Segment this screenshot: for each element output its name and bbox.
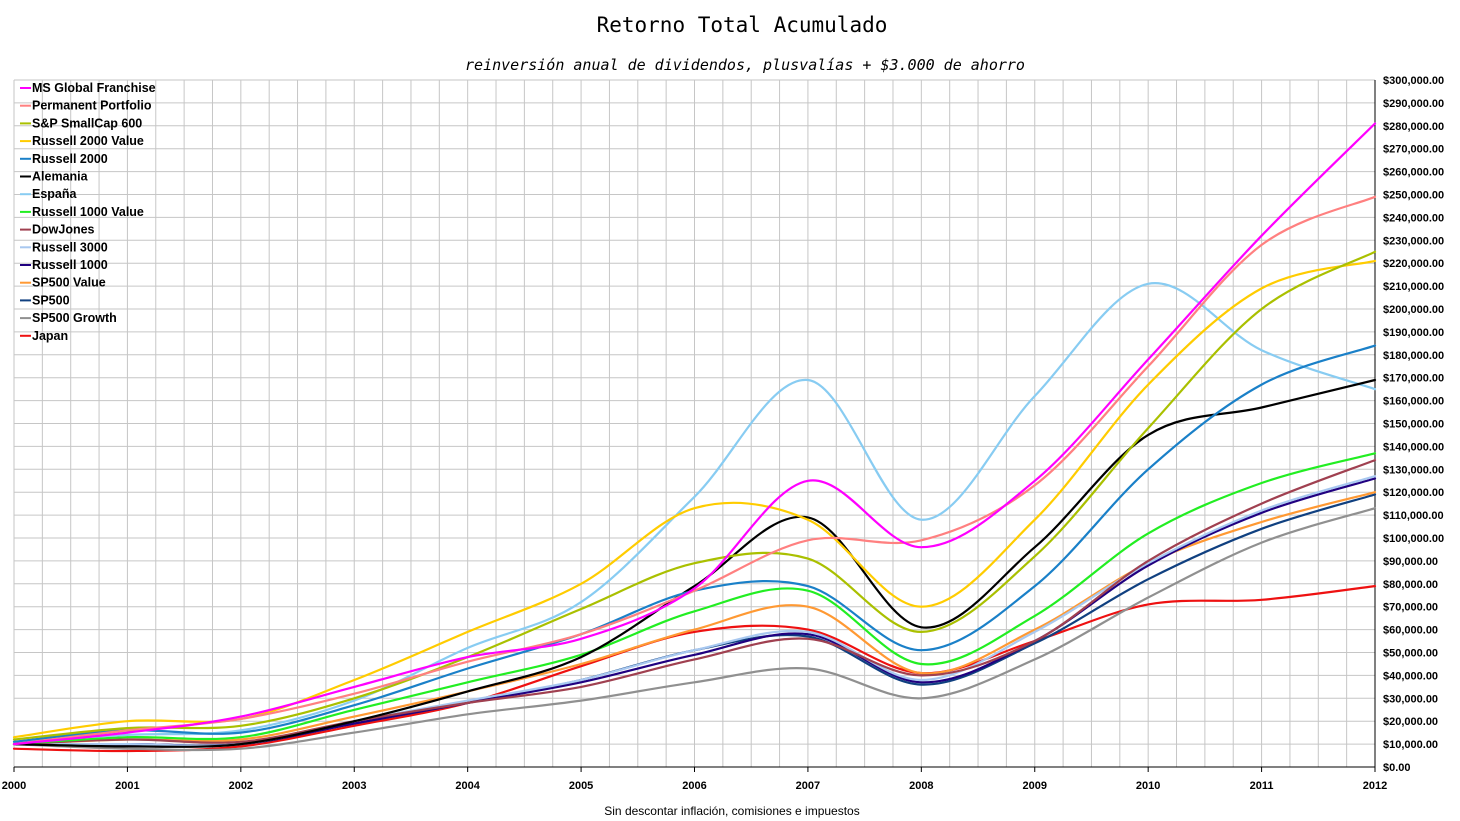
legend-label: Russell 3000 [32,240,108,254]
legend-label: S&P SmallCap 600 [32,116,142,130]
legend-label: Japan [32,329,68,343]
legend-label: SP500 Growth [32,311,117,325]
series-line-dowjones [12,459,1377,746]
legend-label: DowJones [32,223,95,237]
x-tick-label: 2005 [569,780,593,792]
legend-label: MS Global Franchise [32,81,156,95]
y-tick-label: $20,000.00 [1383,716,1438,728]
y-tick-label: $140,000.00 [1383,441,1444,453]
legend-label: Russell 2000 [32,152,108,166]
series-lines [12,122,1377,753]
x-tick-label: 2006 [682,780,706,792]
legend-label: España [32,187,78,201]
y-tick-label: $100,000.00 [1383,533,1444,545]
y-tick-label: $60,000.00 [1383,625,1438,637]
y-tick-label: $270,000.00 [1383,144,1444,156]
y-tick-label: $40,000.00 [1383,670,1438,682]
series-line-russell-2000 [12,344,1377,743]
y-tick-label: $160,000.00 [1383,396,1444,408]
x-tick-label: 2012 [1363,780,1387,792]
y-tick-label: $260,000.00 [1383,167,1444,179]
x-tick-label: 2011 [1250,780,1274,792]
series-line-alemania [12,378,1377,748]
y-tick-label: $230,000.00 [1383,235,1444,247]
y-tick-label: $300,000.00 [1383,75,1444,87]
x-tick-label: 2001 [115,780,139,792]
y-tick-label: $70,000.00 [1383,602,1438,614]
y-tick-label: $280,000.00 [1383,121,1444,133]
y-tick-label: $200,000.00 [1383,304,1444,316]
x-tick-label: 2002 [229,780,253,792]
y-tick-label: $120,000.00 [1383,487,1444,499]
series-line-ms-global-franchise [12,122,1377,746]
x-tick-label: 2010 [1136,780,1160,792]
series-line-espa-a [12,282,1377,743]
x-tick-label: 2004 [455,780,480,792]
legend-label: SP500 [32,293,70,307]
y-tick-label: $50,000.00 [1383,648,1438,660]
y-tick-label: $190,000.00 [1383,327,1444,339]
legend-label: Russell 1000 Value [32,205,144,219]
y-tick-label: $220,000.00 [1383,258,1444,270]
series-line-sp500-growth [12,507,1377,752]
y-tick-label: $30,000.00 [1383,693,1438,705]
y-tick-label: $80,000.00 [1383,579,1438,591]
y-tick-label: $0.00 [1383,762,1411,774]
y-tick-label: $210,000.00 [1383,281,1444,293]
y-tick-label: $290,000.00 [1383,98,1444,110]
legend-label: SP500 Value [32,276,106,290]
x-tick-label: 2007 [796,780,820,792]
chart-title: Retorno Total Acumulado [597,13,888,37]
y-tick-label: $10,000.00 [1383,739,1438,751]
y-tick-label: $180,000.00 [1383,350,1444,362]
axes: $0.00 $10,000.00 $20,000.00 $30,000.00 $40,0… [2,75,1444,792]
chart-subtitle: reinversión anual de dividendos, plusval… [465,56,1025,74]
y-tick-label: $250,000.00 [1383,190,1444,202]
x-tick-label: 2000 [2,780,26,792]
y-tick-label: $90,000.00 [1383,556,1438,568]
legend-label: Alemania [32,170,89,184]
y-tick-label: $170,000.00 [1383,373,1444,385]
legend-label: Permanent Portfolio [32,99,152,113]
y-tick-label: $240,000.00 [1383,212,1444,224]
x-tick-label: 2009 [1023,780,1047,792]
series-line-permanent-portfolio [12,195,1377,746]
x-tick-label: 2008 [909,780,933,792]
legend: MS Global Franchise Permanent Portfolio S&… [20,81,156,343]
x-tick-label: 2003 [342,780,366,792]
y-tick-label: $110,000.00 [1383,510,1444,522]
y-tick-label: $130,000.00 [1383,464,1444,476]
legend-label: Russell 1000 [32,258,108,272]
legend-label: Russell 2000 Value [32,134,144,148]
series-line-russell-1000-value [12,452,1377,746]
y-tick-label: $150,000.00 [1383,419,1444,431]
series-line-japan [12,585,1377,753]
chart-footnote: Sin descontar inflación, comisiones e im… [604,804,859,818]
